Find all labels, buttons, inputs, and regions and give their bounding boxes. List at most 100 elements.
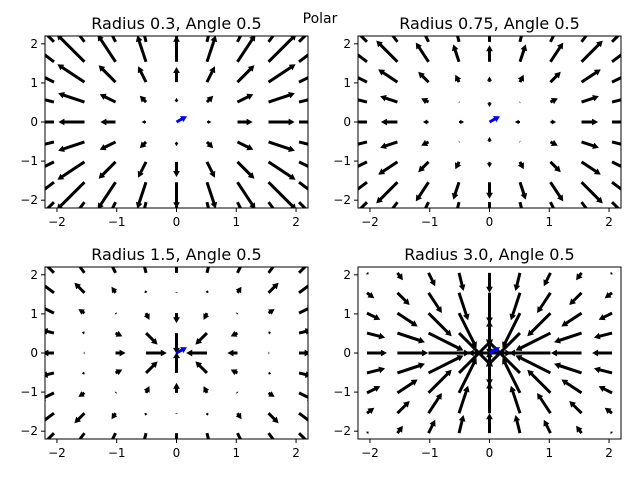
field-arrow xyxy=(537,393,552,414)
field-arrow xyxy=(45,120,54,124)
x-tick-label: 1 xyxy=(545,446,553,460)
field-arrow xyxy=(592,349,612,357)
field-arrow xyxy=(456,201,461,208)
field-arrow xyxy=(235,286,242,294)
field-arrow xyxy=(569,401,583,415)
field-arrow xyxy=(427,355,464,375)
field-arrow xyxy=(174,97,179,103)
field-arrow xyxy=(195,332,208,345)
field-arrow xyxy=(298,160,308,168)
quiver-panel-2: Radius 0.75, Angle 0.5 −2 −1 0 1 2 −2 −1 0 1 2 xyxy=(333,14,622,229)
field-arrow xyxy=(45,53,55,63)
field-arrow xyxy=(576,272,583,281)
field-arrow xyxy=(57,181,86,208)
field-arrow xyxy=(207,120,212,124)
field-arrow xyxy=(396,379,418,395)
field-arrow xyxy=(298,36,308,43)
field-arrow xyxy=(173,267,180,273)
y-tick-label: 2 xyxy=(343,268,351,282)
field-arrow xyxy=(45,140,55,146)
field-arrow xyxy=(141,120,146,124)
field-arrow xyxy=(396,291,410,305)
field-arrow xyxy=(455,161,462,170)
y-tick-label: −1 xyxy=(20,385,38,399)
field-arrow xyxy=(137,66,148,83)
field-arrow xyxy=(366,385,381,395)
field-arrow xyxy=(137,161,148,178)
field-arrow xyxy=(114,369,123,376)
field-arrow xyxy=(173,313,180,324)
x-tick-label: 1 xyxy=(232,446,240,460)
field-arrow xyxy=(366,366,386,375)
field-arrow xyxy=(298,181,308,191)
field-arrow xyxy=(114,330,123,337)
field-arrow xyxy=(236,36,243,43)
field-arrow xyxy=(610,431,613,434)
field-arrow xyxy=(45,391,55,401)
field-arrow xyxy=(543,419,552,434)
y-tick-label: −1 xyxy=(20,154,38,168)
field-arrow xyxy=(487,136,492,142)
field-arrow xyxy=(236,312,239,315)
field-arrow xyxy=(598,311,613,321)
field-arrow xyxy=(173,161,180,177)
field-arrow xyxy=(236,181,256,208)
field-arrow xyxy=(543,272,552,287)
field-arrow xyxy=(580,201,588,208)
field-arrow xyxy=(376,181,399,204)
field-arrow xyxy=(423,36,430,43)
field-arrow xyxy=(397,331,425,344)
field-arrow xyxy=(237,118,253,126)
field-arrow xyxy=(57,36,86,63)
field-arrow xyxy=(143,201,148,208)
field-arrow xyxy=(421,139,430,146)
field-arrow xyxy=(45,76,55,84)
field-arrow xyxy=(205,66,216,83)
field-arrow xyxy=(298,391,308,401)
field-arrow xyxy=(561,379,583,395)
field-arrow xyxy=(418,160,430,173)
vector-field xyxy=(45,267,308,439)
field-arrow xyxy=(366,331,386,340)
field-arrow xyxy=(427,312,452,337)
field-arrow xyxy=(205,432,212,439)
field-arrow xyxy=(549,160,561,173)
field-arrow xyxy=(82,371,85,375)
field-arrow xyxy=(298,76,308,84)
field-arrow xyxy=(110,36,117,43)
field-arrow xyxy=(78,432,86,439)
field-arrow xyxy=(604,291,613,299)
field-arrow xyxy=(145,332,158,345)
field-arrow xyxy=(45,349,54,357)
field-arrow xyxy=(418,71,430,84)
vector-field xyxy=(45,36,308,208)
field-arrow xyxy=(145,361,158,374)
field-arrow xyxy=(486,182,493,199)
field-arrow xyxy=(235,412,242,420)
vector-field xyxy=(358,36,621,208)
x-tick-label: 1 xyxy=(232,215,240,229)
field-arrow xyxy=(509,385,522,414)
field-arrow xyxy=(457,415,466,434)
field-arrow xyxy=(267,309,275,315)
reference-arrow xyxy=(488,347,500,355)
field-arrow xyxy=(45,160,55,168)
field-arrow xyxy=(205,267,212,274)
field-arrow xyxy=(267,181,296,208)
field-arrow xyxy=(135,36,148,63)
field-arrow xyxy=(451,181,461,200)
field-arrow xyxy=(267,64,296,84)
field-arrow xyxy=(467,349,520,357)
field-arrow xyxy=(549,98,558,105)
field-arrow xyxy=(513,272,522,291)
field-arrow xyxy=(554,331,582,344)
reference-arrow xyxy=(175,347,187,355)
field-arrow xyxy=(396,272,403,281)
field-arrow xyxy=(268,92,295,104)
field-arrow xyxy=(612,120,621,124)
field-arrow xyxy=(518,101,522,104)
field-arrow xyxy=(45,181,55,191)
field-arrow xyxy=(366,291,375,299)
field-arrow xyxy=(457,272,466,291)
field-arrow xyxy=(143,386,150,394)
